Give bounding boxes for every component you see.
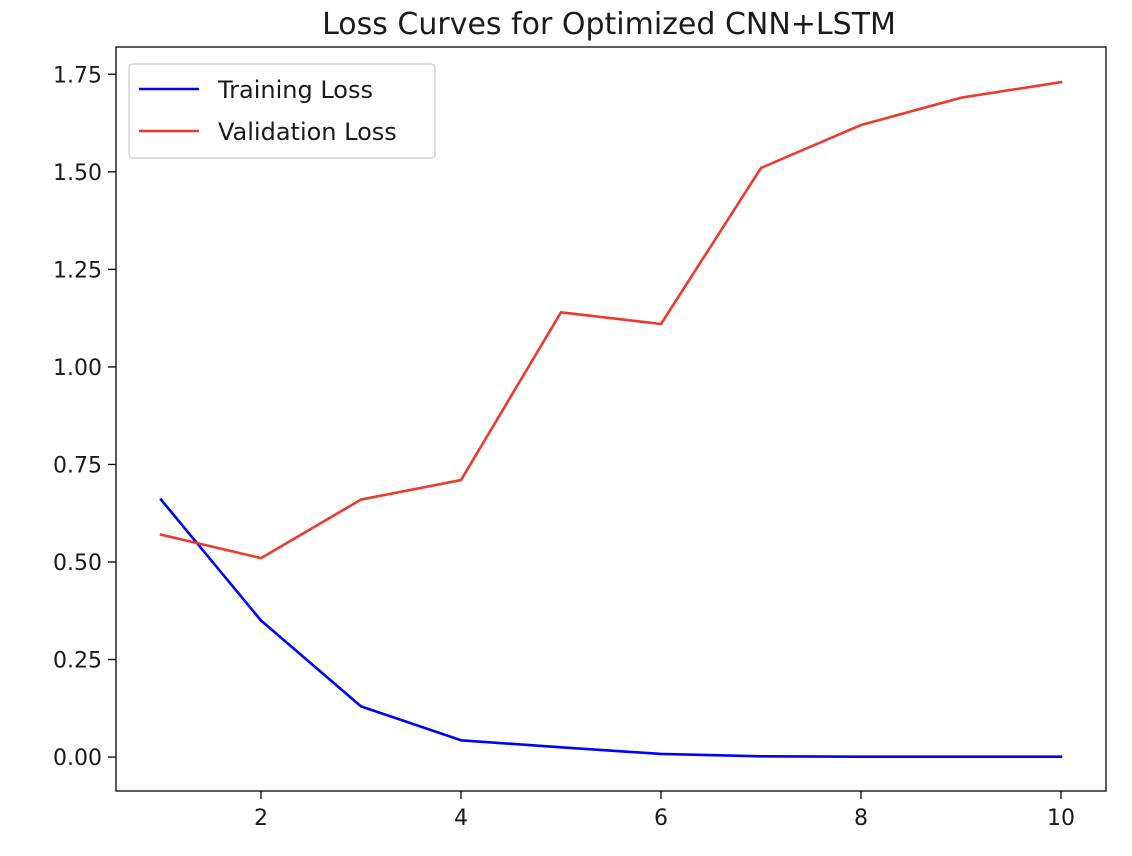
x-axis: 2 4 6 8 10 (254, 791, 1075, 831)
x-tick-label: 10 (1047, 806, 1075, 831)
legend-label-validation: Validation Loss (218, 118, 397, 146)
x-tick-label: 8 (854, 806, 868, 831)
chart-title: Loss Curves for Optimized CNN+LSTM (322, 7, 896, 42)
x-tick-label: 2 (254, 806, 268, 831)
x-tick-label: 6 (654, 806, 668, 831)
legend: Training Loss Validation Loss (128, 63, 436, 159)
plot-area-frame (115, 46, 1107, 792)
x-tick-label: 4 (454, 806, 468, 831)
y-tick-label: 0.75 (53, 453, 102, 478)
y-tick-label: 1.00 (53, 356, 102, 381)
y-axis: 0.00 0.25 0.50 0.75 1.00 1.25 1.50 1.75 (53, 63, 116, 771)
y-tick-label: 1.75 (53, 63, 102, 88)
legend-frame (128, 63, 436, 159)
y-tick-label: 0.25 (53, 649, 102, 674)
series-layer (159, 80, 1063, 758)
series-line-training-loss (159, 497, 1063, 758)
legend-label-training: Training Loss (217, 76, 373, 104)
y-tick-label: 1.25 (53, 258, 102, 283)
series-line-validation-loss (159, 80, 1063, 560)
y-tick-label: 0.00 (53, 746, 102, 771)
y-tick-label: 0.50 (53, 551, 102, 576)
y-tick-label: 1.50 (53, 161, 102, 186)
